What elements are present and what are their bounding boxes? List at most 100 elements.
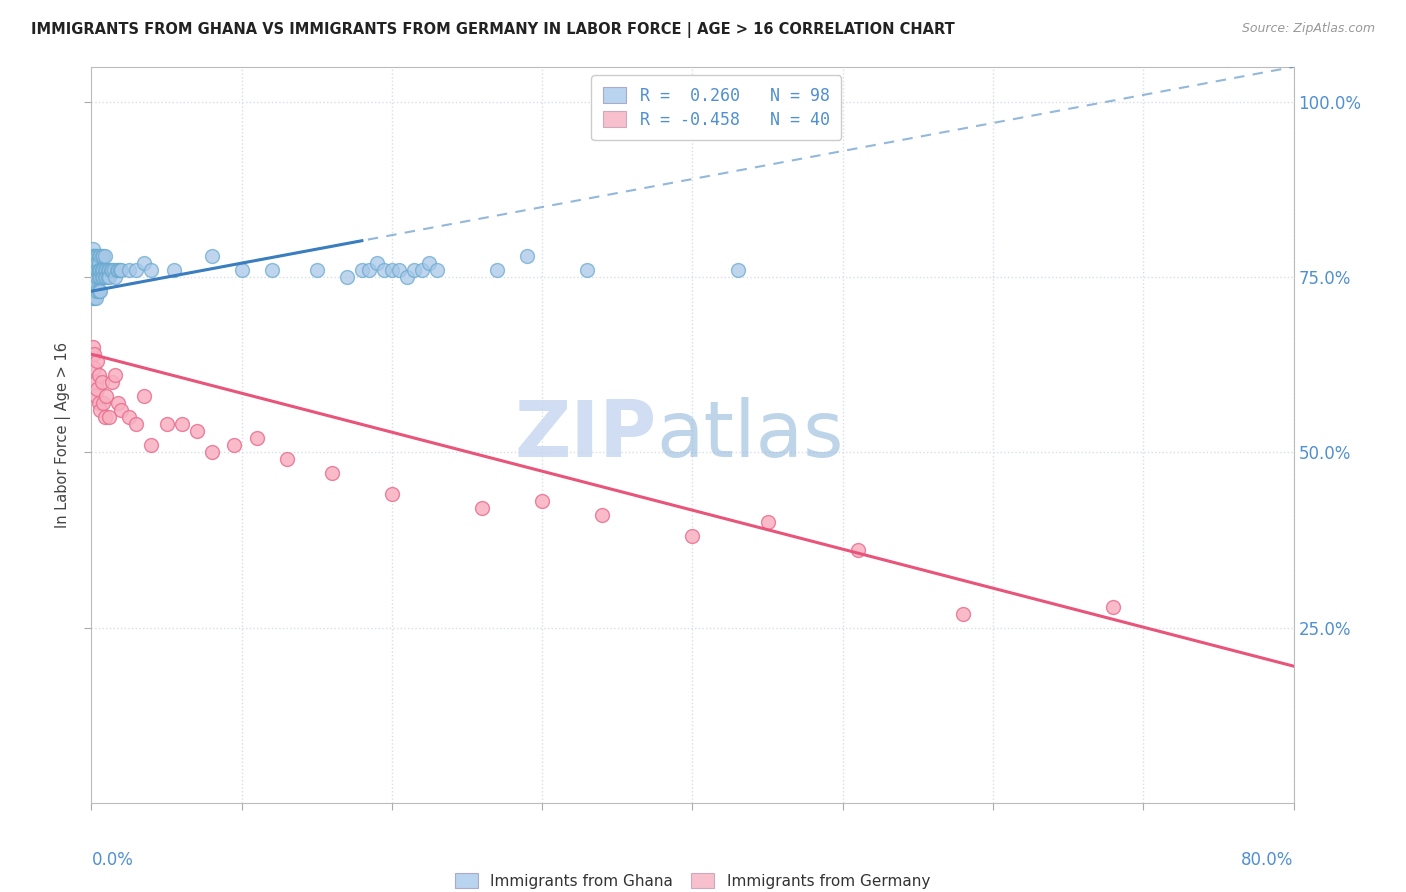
Point bbox=[82, 291, 104, 305]
Text: Source: ZipAtlas.com: Source: ZipAtlas.com bbox=[1241, 22, 1375, 36]
Point bbox=[83, 256, 105, 270]
Text: 80.0%: 80.0% bbox=[1241, 851, 1294, 869]
Point bbox=[125, 417, 148, 432]
Point bbox=[83, 291, 105, 305]
Point bbox=[83, 347, 105, 361]
Point bbox=[366, 256, 388, 270]
Point bbox=[952, 607, 974, 621]
Point bbox=[82, 270, 104, 285]
Point bbox=[83, 361, 105, 376]
Y-axis label: In Labor Force | Age > 16: In Labor Force | Age > 16 bbox=[55, 342, 72, 528]
Point bbox=[118, 410, 141, 425]
Point bbox=[426, 263, 449, 277]
Point bbox=[141, 263, 163, 277]
Point bbox=[201, 445, 224, 459]
Point bbox=[471, 501, 494, 516]
Point bbox=[98, 270, 121, 285]
Point bbox=[1102, 599, 1125, 614]
Point bbox=[86, 284, 108, 298]
Point bbox=[86, 256, 108, 270]
Point bbox=[404, 263, 426, 277]
Point bbox=[83, 263, 105, 277]
Point bbox=[155, 417, 177, 432]
Point bbox=[86, 382, 108, 396]
Point bbox=[84, 277, 107, 292]
Text: 0.0%: 0.0% bbox=[91, 851, 134, 869]
Point bbox=[201, 249, 224, 263]
Point bbox=[84, 263, 107, 277]
Point bbox=[186, 425, 208, 439]
Point bbox=[83, 270, 105, 285]
Point bbox=[84, 284, 107, 298]
Point bbox=[97, 270, 120, 285]
Point bbox=[82, 340, 104, 354]
Point bbox=[98, 410, 121, 425]
Point bbox=[591, 508, 613, 523]
Point bbox=[90, 249, 112, 263]
Point bbox=[82, 256, 104, 270]
Point bbox=[83, 249, 105, 263]
Point bbox=[87, 270, 110, 285]
Point bbox=[105, 263, 128, 277]
Point bbox=[86, 249, 108, 263]
Point bbox=[83, 263, 105, 277]
Point bbox=[84, 249, 107, 263]
Point bbox=[305, 263, 328, 277]
Point bbox=[110, 263, 132, 277]
Point bbox=[87, 263, 110, 277]
Point bbox=[86, 354, 108, 368]
Point bbox=[846, 543, 869, 558]
Point bbox=[82, 263, 104, 277]
Point bbox=[141, 438, 163, 452]
Point bbox=[89, 249, 111, 263]
Point bbox=[84, 291, 107, 305]
Point bbox=[486, 263, 509, 277]
Point bbox=[94, 410, 117, 425]
Point bbox=[97, 263, 120, 277]
Point bbox=[83, 277, 105, 292]
Point bbox=[101, 376, 124, 390]
Text: ZIP: ZIP bbox=[515, 397, 657, 473]
Point bbox=[336, 270, 359, 285]
Point bbox=[381, 263, 404, 277]
Point bbox=[83, 284, 105, 298]
Point bbox=[531, 494, 554, 508]
Point bbox=[576, 263, 599, 277]
Point bbox=[100, 263, 122, 277]
Point bbox=[83, 249, 105, 263]
Point bbox=[163, 263, 186, 277]
Point bbox=[86, 263, 108, 277]
Point bbox=[86, 270, 108, 285]
Point bbox=[84, 389, 107, 403]
Point bbox=[107, 396, 129, 410]
Point bbox=[82, 277, 104, 292]
Point bbox=[82, 249, 104, 263]
Point bbox=[132, 256, 155, 270]
Point bbox=[89, 403, 111, 417]
Point bbox=[103, 263, 125, 277]
Point bbox=[246, 431, 269, 445]
Point bbox=[89, 263, 111, 277]
Point bbox=[418, 256, 440, 270]
Point bbox=[756, 516, 779, 530]
Point bbox=[86, 270, 108, 285]
Point bbox=[260, 263, 283, 277]
Point bbox=[87, 396, 110, 410]
Point bbox=[96, 389, 118, 403]
Point bbox=[83, 263, 105, 277]
Point bbox=[96, 263, 118, 277]
Point bbox=[101, 263, 124, 277]
Point bbox=[90, 263, 112, 277]
Point bbox=[94, 270, 117, 285]
Point bbox=[125, 263, 148, 277]
Point bbox=[84, 376, 107, 390]
Point bbox=[108, 263, 131, 277]
Point bbox=[83, 284, 105, 298]
Point bbox=[87, 263, 110, 277]
Point bbox=[84, 256, 107, 270]
Point bbox=[276, 452, 298, 467]
Point bbox=[89, 263, 111, 277]
Point bbox=[86, 263, 108, 277]
Point bbox=[82, 284, 104, 298]
Point bbox=[321, 467, 343, 481]
